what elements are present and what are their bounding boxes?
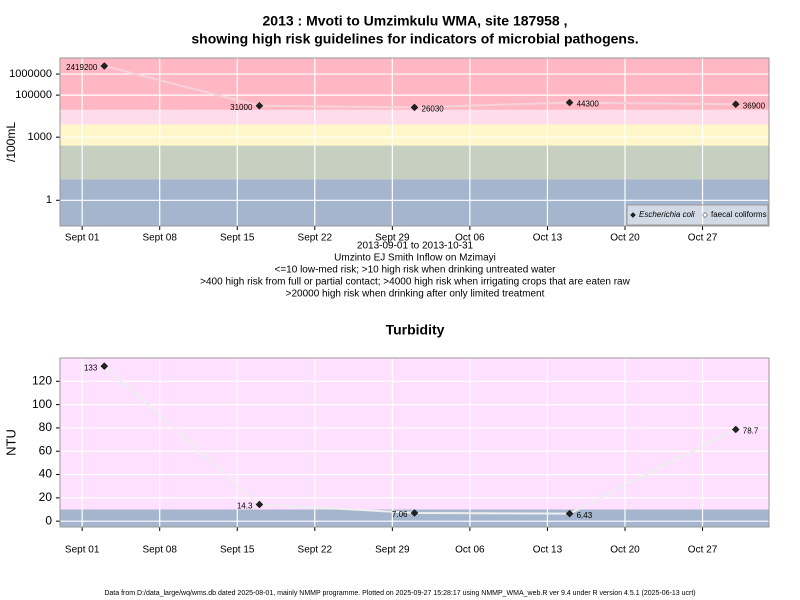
x-tick-label: Oct 27 [688, 233, 718, 244]
data-label: 31000 [230, 103, 253, 112]
risk-band [60, 124, 769, 146]
subtitle: Umzinto EJ Smith Inflow on Mzimayi [334, 253, 496, 264]
risk-band [60, 358, 769, 510]
x-tick-label: Oct 20 [610, 233, 640, 244]
x-tick-label: Sept 01 [65, 233, 100, 244]
data-label: 2419200 [66, 63, 98, 72]
data-label: 133 [84, 363, 98, 372]
risk-band [60, 58, 769, 110]
data-point [731, 100, 740, 109]
chart-title: showing high risk guidelines for indicat… [191, 31, 638, 47]
x-tick-label: Sept 15 [220, 545, 255, 556]
y-tick-label: 20 [39, 490, 53, 504]
data-point [731, 425, 740, 434]
subtitle: >400 high risk from full or partial cont… [200, 277, 630, 288]
data-label: 26030 [422, 105, 445, 114]
x-tick-label: Sept 22 [298, 545, 333, 556]
subtitle: 2013-09-01 to 2013-10-31 [357, 241, 474, 252]
x-tick-label: Sept 29 [375, 233, 410, 244]
data-label: 7.06 [392, 510, 408, 519]
x-tick-label: Oct 20 [610, 545, 640, 556]
x-tick-label: Oct 13 [533, 545, 563, 556]
risk-band [60, 109, 769, 125]
chart-title: Turbidity [386, 322, 445, 338]
x-tick-label: Oct 13 [533, 233, 563, 244]
x-tick-label: Oct 27 [688, 545, 718, 556]
x-tick-label: Sept 01 [65, 545, 100, 556]
data-point [565, 98, 574, 107]
data-label: 6.43 [577, 511, 593, 520]
data-point [100, 362, 109, 371]
legend-marker [702, 212, 708, 218]
risk-band [60, 145, 769, 180]
y-tick-label: 120 [32, 373, 52, 387]
x-tick-label: Sept 15 [220, 233, 255, 244]
footer: Data from D:/data_large/wq/wms.db dated … [104, 590, 695, 597]
plot-frame [59, 357, 770, 528]
data-label: 78.7 [743, 427, 759, 436]
y-tick-label: 60 [39, 443, 53, 457]
data-point [255, 101, 264, 110]
y-axis-label: NTU [3, 429, 18, 456]
data-label: 14.3 [237, 502, 253, 511]
x-tick-label: Oct 06 [455, 233, 485, 244]
y-tick-label: 80 [39, 420, 53, 434]
legend-marker [630, 212, 636, 218]
data-point [410, 509, 419, 517]
data-point [100, 62, 109, 70]
data-label: 44300 [577, 100, 600, 109]
y-tick-label: 1000 [28, 131, 52, 143]
legend-box [626, 204, 769, 226]
y-tick-label: 40 [39, 467, 53, 481]
y-tick-label: 1000000 [9, 68, 52, 80]
y-axis-label: /100mL [4, 122, 18, 162]
legend-label: faecal coliforms [711, 210, 767, 219]
chart-title: 2013 : Mvoti to Umzimkulu WMA, site 1879… [263, 13, 568, 29]
y-tick-label: 100 [32, 397, 52, 411]
x-tick-label: Oct 06 [455, 545, 485, 556]
x-tick-label: Sept 22 [298, 233, 333, 244]
data-point [565, 509, 574, 518]
plot-frame [59, 57, 770, 227]
y-tick-label: 100000 [15, 89, 52, 101]
data-point [255, 500, 264, 509]
x-tick-label: Sept 08 [142, 545, 177, 556]
x-tick-label: Sept 08 [142, 233, 177, 244]
y-tick-label: 1 [46, 194, 52, 206]
subtitle: >20000 high risk when drinking after onl… [286, 289, 545, 300]
data-label: 36900 [743, 101, 766, 110]
subtitle: <=10 low-med risk; >10 high risk when dr… [275, 265, 557, 276]
data-point [410, 103, 419, 112]
legend-label: Escherichia coli [639, 210, 695, 219]
y-tick-label: 0 [45, 513, 52, 527]
x-tick-label: Sept 29 [375, 545, 410, 556]
